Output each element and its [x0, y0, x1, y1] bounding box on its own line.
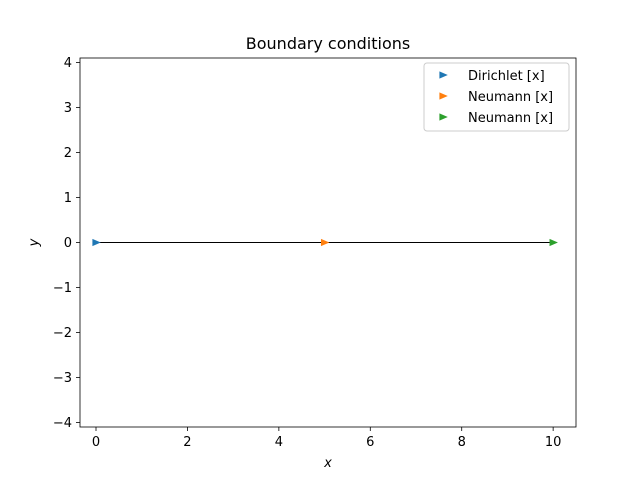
y-tick-label: 4 [64, 56, 72, 71]
legend-label-3: Neumann [x] [468, 111, 553, 126]
legend-label-1: Dirichlet [x] [468, 69, 545, 84]
x-tick-label: 0 [92, 435, 100, 450]
bc-marker-2 [320, 238, 330, 247]
y-tick-label: −3 [53, 371, 72, 386]
y-tick-label: 0 [64, 236, 72, 251]
bc-marker-1 [92, 238, 101, 247]
legend-box [423, 62, 570, 132]
x-axis-label: x [323, 456, 332, 471]
y-tick-label: −1 [53, 281, 72, 296]
chart-title: Boundary conditions [246, 34, 410, 53]
x-tick-label: 2 [183, 435, 191, 450]
bc-marker-3 [549, 238, 558, 247]
legend-marker-2 [439, 92, 448, 100]
x-tick-label: 4 [275, 435, 283, 450]
y-axis: −4 −3 −2 −1 0 1 2 3 4 [53, 56, 80, 431]
legend-marker-1 [439, 71, 448, 79]
y-tick-label: 1 [64, 191, 72, 206]
x-axis: 0 2 4 6 8 10 [92, 427, 562, 450]
y-tick-label: 3 [64, 101, 72, 116]
y-axis-label: y [27, 238, 42, 247]
x-tick-label: 6 [366, 435, 374, 450]
legend: Dirichlet [x] Neumann [x] Neumann [x] [423, 62, 570, 132]
x-tick-label: 8 [458, 435, 466, 450]
y-tick-label: −2 [53, 326, 72, 341]
y-tick-label: −4 [53, 416, 72, 431]
legend-label-2: Neumann [x] [468, 90, 553, 105]
x-tick-label: 10 [545, 435, 562, 450]
legend-marker-3 [439, 113, 448, 121]
y-tick-label: 2 [64, 146, 72, 161]
plot-area [92, 238, 558, 247]
